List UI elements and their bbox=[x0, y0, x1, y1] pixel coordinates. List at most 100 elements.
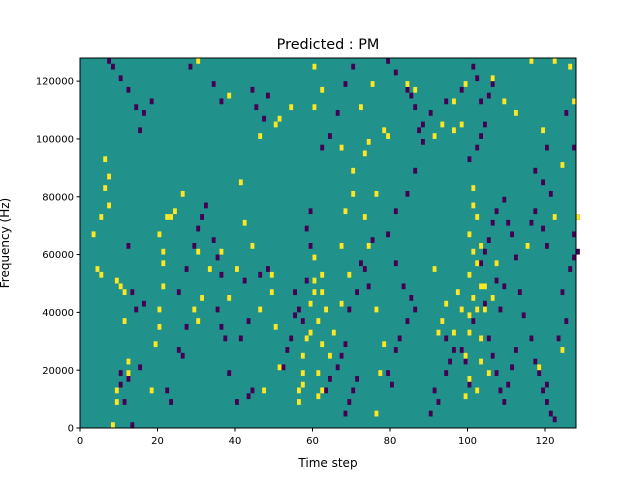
heatmap-cell-low bbox=[176, 289, 181, 296]
heatmap-cell-low bbox=[393, 208, 398, 215]
heatmap-cell-high bbox=[479, 243, 484, 249]
heatmap-cell-high bbox=[207, 266, 212, 272]
heatmap-cell-high bbox=[258, 133, 263, 139]
heatmap-cell-high bbox=[289, 104, 294, 111]
heatmap-cell-low bbox=[118, 381, 123, 388]
heatmap-cell-high bbox=[238, 179, 243, 186]
heatmap-cell-low bbox=[552, 416, 557, 423]
heatmap-cell-high bbox=[114, 387, 119, 394]
heatmap-cell-low bbox=[541, 387, 546, 394]
heatmap-cell-low bbox=[502, 283, 507, 290]
y-tick-label: 60000 bbox=[42, 250, 74, 261]
heatmap-cell-low bbox=[293, 312, 298, 319]
heatmap-cell-low bbox=[541, 225, 546, 232]
heatmap-image bbox=[80, 58, 580, 428]
heatmap-cell-low bbox=[126, 375, 131, 382]
heatmap-cell-high bbox=[432, 133, 437, 139]
heatmap-cell-high bbox=[370, 81, 375, 87]
heatmap-cell-high bbox=[525, 243, 530, 249]
heatmap-cell-high bbox=[339, 144, 344, 151]
heatmap-cell-low bbox=[192, 243, 197, 249]
heatmap-cell-low bbox=[362, 266, 367, 272]
heatmap-cell-high bbox=[328, 352, 332, 359]
heatmap-cell-high bbox=[576, 214, 580, 220]
heatmap-cell-low bbox=[576, 248, 580, 255]
heatmap-cell-low bbox=[428, 110, 433, 116]
heatmap-cell-low bbox=[521, 312, 526, 319]
heatmap-cell-high bbox=[479, 335, 484, 342]
heatmap-cell-low bbox=[413, 167, 418, 174]
heatmap-cell-low bbox=[475, 144, 480, 151]
heatmap-cell-high bbox=[157, 231, 162, 238]
heatmap-cell-low bbox=[335, 364, 340, 371]
heatmap-cell-high bbox=[126, 358, 131, 365]
heatmap-cell-low bbox=[200, 214, 205, 220]
heatmap-cell-low bbox=[432, 387, 437, 394]
heatmap-cell-high bbox=[200, 295, 205, 301]
heatmap-cell-low bbox=[405, 190, 410, 197]
heatmap-cell-low bbox=[479, 98, 484, 105]
heatmap-cell-high bbox=[467, 375, 472, 382]
heatmap-cell-high bbox=[347, 271, 352, 278]
heatmap-cell-low bbox=[304, 277, 309, 284]
heatmap-cell-low bbox=[126, 243, 131, 249]
heatmap-cell-high bbox=[297, 387, 301, 394]
heatmap-cell-high bbox=[413, 86, 418, 93]
heatmap-cell-high bbox=[378, 370, 383, 376]
heatmap-cell-high bbox=[103, 185, 108, 191]
heatmap-cell-low bbox=[467, 156, 472, 163]
heatmap-cell-high bbox=[111, 422, 115, 428]
heatmap-cell-high bbox=[471, 202, 476, 209]
heatmap-cell-low bbox=[343, 81, 348, 87]
heatmap-cell-high bbox=[196, 248, 201, 255]
heatmap-cell-low bbox=[510, 364, 515, 371]
heatmap-cell-low bbox=[343, 410, 348, 417]
heatmap-cell-high bbox=[258, 306, 263, 313]
heatmap-cell-low bbox=[262, 115, 267, 122]
heatmap-cell-high bbox=[455, 289, 460, 296]
heatmap-cell-low bbox=[514, 254, 518, 261]
heatmap-cell-high bbox=[475, 214, 480, 220]
heatmap-cell-low bbox=[223, 335, 228, 342]
y-axis-label: Frequency (Hz) bbox=[0, 198, 12, 289]
heatmap-cell-low bbox=[502, 399, 507, 405]
heatmap-cell-low bbox=[393, 260, 398, 267]
heatmap-cell-high bbox=[196, 58, 201, 64]
heatmap-cell-high bbox=[552, 214, 557, 220]
heatmap-cell-high bbox=[463, 81, 468, 87]
heatmap-cell-low bbox=[494, 370, 499, 376]
heatmap-cell-high bbox=[471, 185, 476, 191]
heatmap-cell-high bbox=[366, 243, 371, 249]
heatmap-cell-high bbox=[235, 266, 239, 272]
heatmap-cell-high bbox=[440, 121, 445, 128]
heatmap-cell-low bbox=[219, 323, 224, 330]
heatmap-cell-low bbox=[165, 387, 170, 394]
y-tick-label: 20000 bbox=[42, 366, 74, 377]
heatmap-cell-high bbox=[560, 347, 565, 353]
heatmap-cell-low bbox=[436, 399, 441, 405]
heatmap-cell-low bbox=[413, 306, 418, 313]
heatmap-cell-high bbox=[405, 81, 410, 87]
heatmap-cell-low bbox=[421, 121, 425, 128]
heatmap-cell-high bbox=[157, 323, 162, 330]
heatmap-cell-low bbox=[409, 92, 414, 99]
heatmap-cell-high bbox=[452, 329, 456, 336]
heatmap-cell-high bbox=[552, 58, 557, 64]
heatmap-cell-low bbox=[304, 225, 309, 232]
heatmap-cell-low bbox=[281, 364, 286, 371]
heatmap-cell-low bbox=[452, 347, 456, 353]
heatmap-cell-high bbox=[316, 393, 321, 400]
x-axis-label: Time step bbox=[297, 456, 357, 470]
heatmap-cell-high bbox=[467, 329, 472, 336]
heatmap-cell-low bbox=[529, 219, 534, 226]
heatmap-cell-low bbox=[494, 208, 499, 215]
y-tick-label: 0 bbox=[68, 424, 74, 435]
heatmap-cell-low bbox=[463, 358, 468, 365]
heatmap-cell-low bbox=[564, 318, 569, 324]
heatmap-cell-low bbox=[417, 127, 422, 134]
heatmap-cell-low bbox=[285, 347, 290, 353]
heatmap-cell-high bbox=[99, 271, 104, 278]
heatmap-cell-low bbox=[529, 335, 534, 342]
chart-title: Predicted : PM bbox=[277, 37, 380, 53]
heatmap-cell-low bbox=[289, 335, 294, 342]
